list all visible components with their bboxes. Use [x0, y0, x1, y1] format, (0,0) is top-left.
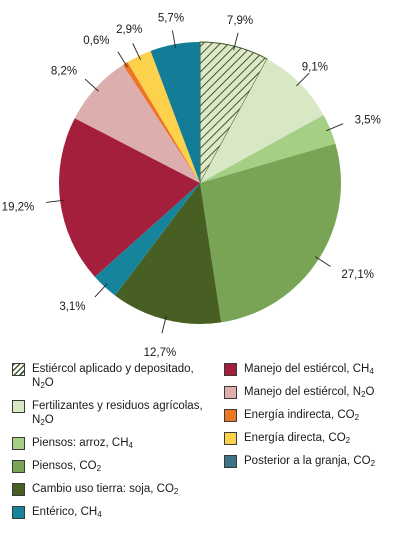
legend-label: Piensos, CO2 [32, 460, 102, 473]
leader-line-11 [171, 30, 177, 49]
legend-swatch [12, 483, 25, 496]
data-label-3: 3,5% [355, 115, 381, 127]
data-label-10: 2,9% [116, 24, 142, 36]
legend-swatch [224, 455, 237, 468]
legend-item-enterico: Entérico, CH4 [12, 505, 217, 519]
legend-swatch [224, 409, 237, 422]
legend-swatch [12, 506, 25, 519]
legend-item-estiercol-aplicado: Estiércol aplicado y depositado, N2O [12, 362, 217, 390]
legend-swatch [224, 363, 237, 376]
legend-column-left: Estiércol aplicado y depositado, N2O Fer… [12, 362, 217, 528]
leader-line-9 [117, 51, 128, 68]
pie-slice-5 [114, 183, 222, 324]
legend-swatch [12, 363, 25, 376]
legend-column-right: Manejo del estiércol, CH4 Manejo del est… [224, 362, 399, 477]
legend-label: Manejo del estiércol, N2O [244, 386, 375, 399]
pie-slice-4 [200, 143, 341, 323]
pie-data-labels: 7,9% 9,1% 3,5% 27,1% 12,7% 3,1% 19,2% 8,2% 0,6% 2… [2, 13, 381, 359]
legend-item-piensos: Piensos, CO2 [12, 459, 217, 473]
leader-line-10 [132, 43, 142, 60]
legend-item-manejo-estiercol-ch4: Manejo del estiércol, CH4 [224, 362, 399, 376]
legend-label: Energía directa, CO2 [244, 432, 351, 445]
pie-slice-7 [58, 118, 200, 277]
pie-slice-10 [127, 50, 200, 183]
pie-slice-9 [122, 62, 200, 183]
legend-item-energia-directa: Energía directa, CO2 [224, 431, 399, 445]
legend-label: Estiércol aplicado y depositado, N2O [32, 363, 194, 390]
legend-item-posterior-granja: Posterior a la granja, CO2 [224, 454, 399, 468]
leader-lines [46, 30, 344, 334]
legend-swatch [224, 432, 237, 445]
pie-slices [58, 41, 341, 324]
legend-item-piensos-arroz: Piensos: arroz, CH4 [12, 436, 217, 450]
pie-slice-8 [74, 64, 200, 183]
legend-item-manejo-estiercol-n2o: Manejo del estiércol, N2O [224, 385, 399, 399]
legend-item-energia-indirecta: Energía indirecta, CO2 [224, 408, 399, 422]
leader-line-8 [84, 78, 99, 92]
leader-line-1 [233, 32, 239, 51]
pie-slice-6 [94, 183, 200, 296]
legend-label: Fertilizantes y residuos agrícolas, N2O [32, 400, 203, 427]
leader-line-5 [161, 315, 167, 334]
legend-item-cambio-uso-tierra: Cambio uso tierra: soja, CO2 [12, 482, 217, 496]
data-label-8: 8,2% [51, 66, 77, 78]
legend-swatch [12, 437, 25, 450]
leader-line-4 [315, 256, 331, 267]
legend-label: Entérico, CH4 [32, 506, 102, 519]
legend: Estiércol aplicado y depositado, N2O Fer… [12, 362, 392, 532]
legend-item-fertilizantes: Fertilizantes y residuos agrícolas, N2O [12, 399, 217, 427]
leader-line-7 [46, 199, 65, 203]
pie-slice-3 [200, 115, 336, 183]
data-label-9: 0,6% [83, 35, 109, 47]
legend-label: Cambio uso tierra: soja, CO2 [32, 483, 179, 496]
legend-label: Manejo del estiércol, CH4 [244, 363, 374, 376]
legend-swatch [224, 386, 237, 399]
data-label-2: 9,1% [302, 61, 328, 73]
leader-line-3 [326, 123, 344, 132]
data-label-5: 12,7% [144, 347, 177, 359]
pie-slice-2 [200, 59, 324, 183]
legend-swatch [12, 400, 25, 413]
pie-slice-11 [150, 42, 200, 183]
legend-label: Energía indirecta, CO2 [244, 409, 360, 422]
data-label-6: 3,1% [59, 301, 85, 313]
data-label-11: 5,7% [158, 13, 184, 25]
leader-line-6 [94, 283, 108, 298]
data-label-7: 19,2% [2, 201, 35, 213]
data-label-1: 7,9% [227, 15, 253, 27]
data-label-4: 27,1% [341, 269, 374, 281]
leader-line-2 [296, 72, 310, 87]
legend-swatch [12, 460, 25, 473]
legend-label: Posterior a la granja, CO2 [244, 455, 376, 468]
legend-label: Piensos: arroz, CH4 [32, 437, 133, 450]
